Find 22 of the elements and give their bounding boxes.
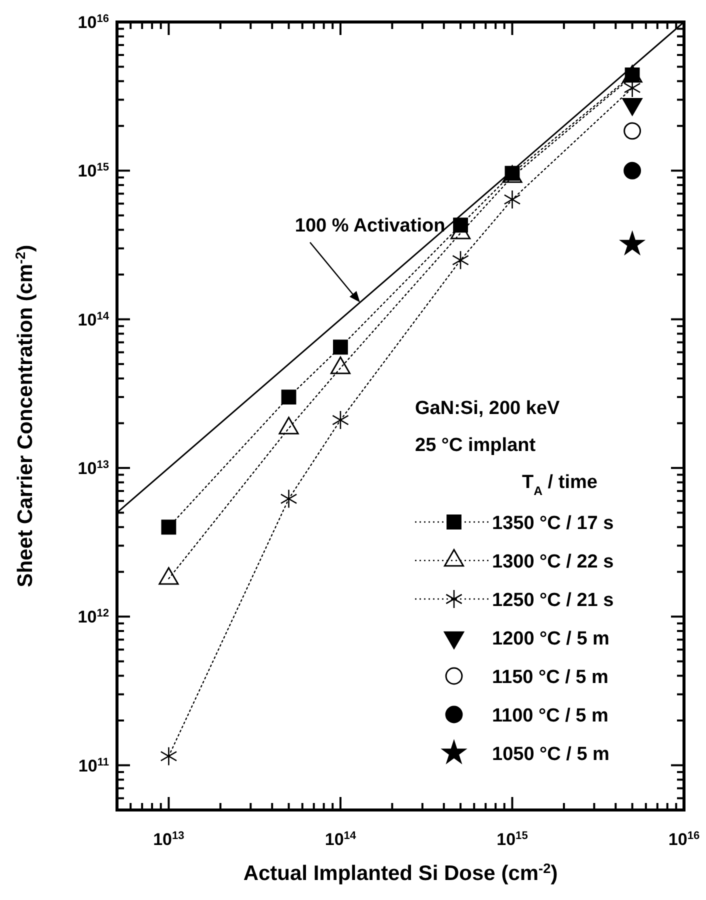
legend-label: 1250 °C / 21 s	[492, 590, 614, 611]
legend-title: T$_{A}$ / time	[522, 472, 598, 498]
legend-label: 1300 °C / 22 s	[492, 552, 614, 572]
annotation: 100 % Activation	[294, 215, 446, 236]
annotation: GaN:Si, 200 keV	[415, 398, 560, 419]
x-tick-label: 10$^{15}$	[496, 830, 528, 849]
x-tick-label: 10$^{16}$	[668, 830, 700, 849]
y-tick-label: 10$^{11}$	[78, 756, 109, 776]
y-tick-label: 10$^{14}$	[78, 310, 110, 330]
x-tick-label: 10$^{13}$	[153, 830, 184, 849]
x-axis-title: Actual Implanted Si Dose (cm$^{-2}$)	[243, 860, 558, 885]
y-tick-label: 10$^{15}$	[78, 162, 109, 181]
legend-label: 1050 °C / 5 m	[492, 744, 610, 765]
annotation: 25 °C implant	[415, 435, 536, 456]
x-tick-label: 10$^{14}$	[324, 830, 357, 849]
legend-label: 1350 °C / 17 s	[492, 513, 614, 534]
legend-label: 1200 °C / 5 m	[492, 628, 610, 650]
legend-label: 1100 °C / 5 m	[492, 706, 608, 726]
y-tick-label: 10$^{12}$	[78, 608, 109, 627]
y-tick-label: 10$^{13}$	[78, 458, 109, 478]
y-tick-label: 10$^{16}$	[78, 13, 109, 32]
legend-label: 1150 °C / 5 m	[492, 667, 608, 688]
